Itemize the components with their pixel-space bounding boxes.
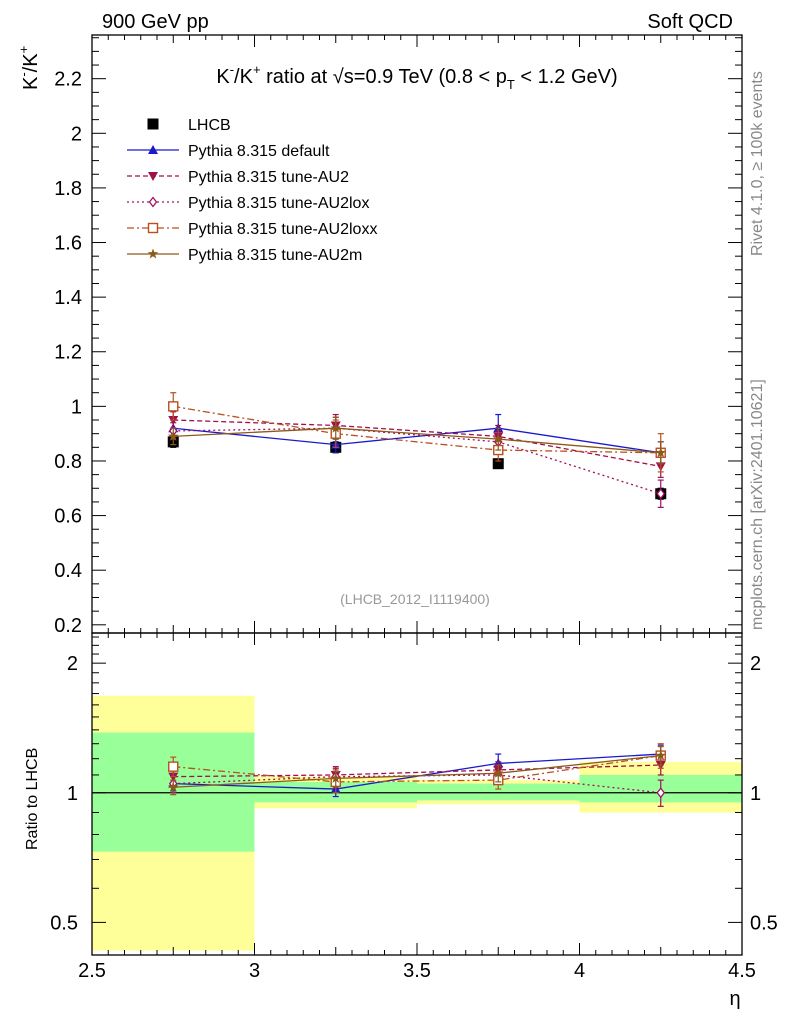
legend-marker-0 <box>147 118 159 130</box>
main-point-5-3 <box>655 447 666 458</box>
legend-marker-4 <box>147 222 159 234</box>
main-series-group <box>167 392 667 508</box>
mcplots-label: mcplots.cern.ch [arXiv:2401.10621] <box>749 379 766 630</box>
legend-label-5: Pythia 8.315 tune-AU2m <box>188 247 362 264</box>
main-point-0-2 <box>492 458 504 470</box>
main-y-tick-label: 2 <box>71 123 82 145</box>
legend-label-0: LHCB <box>188 117 231 134</box>
main-y-axis-label: K-/K+ <box>16 46 42 90</box>
legend-item-1: Pythia 8.315 default <box>127 143 330 160</box>
main-y-tick-label: 1.8 <box>54 178 82 200</box>
main-y-tick-label: 0.8 <box>54 451 82 473</box>
x-tick-label: 4 <box>574 960 585 982</box>
ratio-point-4-1 <box>330 772 341 783</box>
ratio-y-tick-label-right: 0.5 <box>750 912 778 934</box>
main-series-1 <box>168 413 666 465</box>
main-series-5 <box>168 416 666 465</box>
ratio-y-tick-label: 0.5 <box>50 912 78 934</box>
ratio-series-4 <box>168 746 666 796</box>
main-series-line-1 <box>173 427 661 454</box>
axes-group: 2.5 3 3.5 4 4.5 0.2 0.4 0.6 0.8 1 1.2 1.4 1.6 1.8 2 2.2… <box>50 34 778 982</box>
ratio-y-tick-label: 1 <box>67 783 78 805</box>
legend-label-4: Pythia 8.315 tune-AU2loxx <box>188 221 377 238</box>
ratio-series-line-2 <box>173 774 661 794</box>
ratio-uncertainty-bands <box>92 695 742 951</box>
main-y-tick-label: 0.6 <box>54 506 82 528</box>
header-right-label: Soft QCD <box>647 11 733 33</box>
main-series-0 <box>167 435 667 500</box>
main-series-line-4 <box>173 405 661 454</box>
main-y-tick-label: 1.6 <box>54 233 82 255</box>
main-y-tick-label: 1 <box>71 396 82 418</box>
main-series-2 <box>168 411 666 478</box>
header-left-label: 900 GeV pp <box>102 11 209 33</box>
legend-label-3: Pythia 8.315 tune-AU2lox <box>188 195 369 212</box>
ratio-series-line-3 <box>173 754 661 783</box>
main-point-5-0 <box>168 430 179 441</box>
ratio-y-tick-label: 2 <box>67 653 78 675</box>
main-point-5-2 <box>493 433 504 444</box>
main-y-tick-label: 0.2 <box>54 615 82 637</box>
main-point-5-1 <box>330 422 341 433</box>
x-tick-label: 4.5 <box>728 960 756 982</box>
legend-item-4: Pythia 8.315 tune-AU2loxx <box>127 221 377 238</box>
analysis-id-label: (LHCB_2012_I1119400) <box>340 591 490 607</box>
legend-marker-2 <box>148 172 158 181</box>
rivet-version-label: Rivet 4.1.0, ≥ 100k events <box>749 71 766 256</box>
main-y-tick-label: 0.4 <box>54 560 82 582</box>
ratio-y-tick-label-right: 1 <box>750 783 761 805</box>
ratio-point-4-2 <box>493 767 504 778</box>
legend: LHCB Pythia 8.315 default Pythia 8.315 tun… <box>127 117 377 264</box>
main-y-tick-label: 1.4 <box>54 287 82 309</box>
legend-label-2: Pythia 8.315 tune-AU2 <box>188 169 349 186</box>
main-title: K-/K+ ratio at √s=0.9 TeV (0.8 < pT < 1.… <box>216 62 617 92</box>
ratio-y-tick-label-right: 2 <box>750 653 761 675</box>
legend-marker-5 <box>147 248 159 259</box>
legend-item-3: Pythia 8.315 tune-AU2lox <box>127 195 369 212</box>
ratio-series-line-4 <box>173 754 661 788</box>
legend-marker-1 <box>148 145 158 154</box>
legend-item-5: Pythia 8.315 tune-AU2m <box>127 247 362 264</box>
x-tick-label: 2.5 <box>78 960 106 982</box>
ratio-point-4-3 <box>655 750 666 761</box>
ratio-series-line-1 <box>173 764 661 778</box>
main-y-tick-label: 2.2 <box>54 69 82 91</box>
main-point-4-0 <box>168 401 179 412</box>
x-axis-label: η <box>729 988 740 1010</box>
main-series-line-2 <box>173 419 661 468</box>
ratio-point-2-3 <box>656 787 666 799</box>
main-point-3-3 <box>656 488 666 500</box>
main-series-line-5 <box>173 427 661 454</box>
main-y-tick-label: 1.2 <box>54 342 82 364</box>
legend-marker-3 <box>148 196 158 208</box>
ratio-point-4-0 <box>168 781 179 792</box>
legend-item-2: Pythia 8.315 tune-AU2 <box>127 169 349 186</box>
legend-item-0: LHCB <box>147 117 231 134</box>
x-tick-label: 3.5 <box>403 960 431 982</box>
main-series-line-3 <box>173 427 661 495</box>
ratio-series-group <box>168 743 666 807</box>
ratio-y-axis-label: Ratio to LHCB <box>24 748 41 850</box>
x-tick-label: 3 <box>249 960 260 982</box>
ratio-band-green-2 <box>417 783 580 801</box>
legend-label-1: Pythia 8.315 default <box>188 143 330 160</box>
ratio-point-3-0 <box>168 761 179 772</box>
